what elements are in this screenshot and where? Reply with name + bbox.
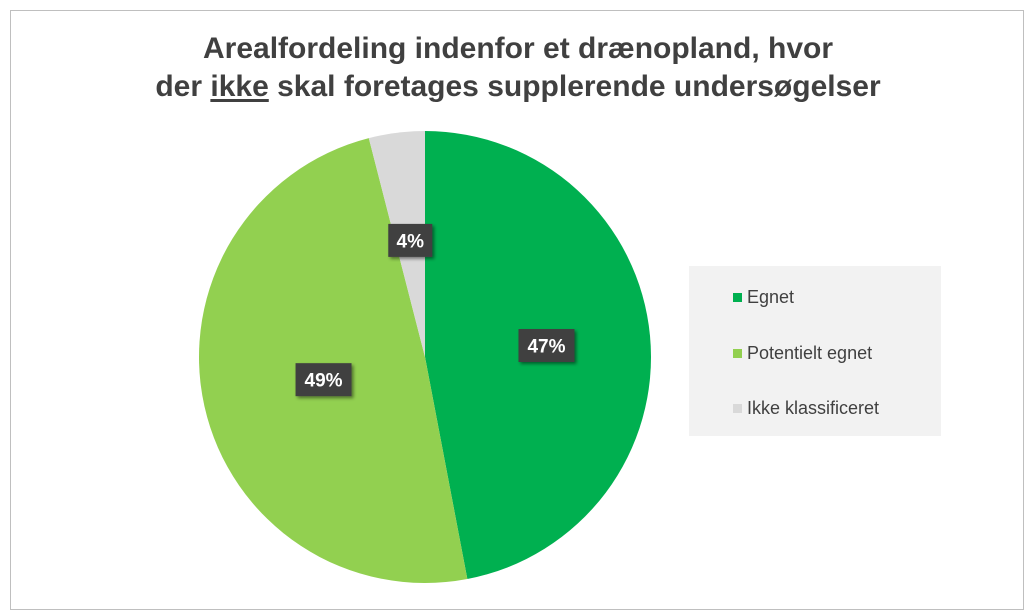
legend-label-potentielt-egnet: Potentielt egnet <box>747 343 873 363</box>
legend-swatch-egnet <box>733 292 742 302</box>
legend-swatch-ikke-klassificeret <box>733 403 742 413</box>
legend-item-ikke-klassificeret: Ikke klassificeret <box>733 397 879 419</box>
pie-data-labels: 47% 49% 4% <box>295 223 575 397</box>
title-part-post: skal foretages supplerende undersøgelser <box>268 70 881 103</box>
data-label-potentielt-egnet: 49% <box>295 363 352 397</box>
data-label-text: 4% <box>397 231 425 252</box>
legend: Egnet Potentielt egnet Ikke klassificere… <box>689 266 941 436</box>
legend-item-potentielt-egnet: Potentielt egnet <box>733 342 872 364</box>
data-label-box <box>295 363 352 397</box>
data-label-egnet: 47% <box>518 329 575 363</box>
data-label-text: 49% <box>305 371 343 392</box>
pie-chart: 47% 49% 4% <box>198 131 652 584</box>
title-part-pre: der <box>155 70 211 103</box>
legend-item-egnet: Egnet <box>733 286 794 308</box>
data-label-box <box>518 329 575 363</box>
chart-title-line-2: der ikke skal foretages supplerende unde… <box>0 68 1036 106</box>
legend-label-egnet: Egnet <box>747 287 795 307</box>
chart-title: Arealfordeling indenfor et drænopland, h… <box>0 30 1036 106</box>
legend-label-ikke-klassificeret: Ikke klassificeret <box>747 398 880 418</box>
title-underlined-word: ikke <box>210 70 269 103</box>
chart-title-line-1: Arealfordeling indenfor et drænopland, h… <box>202 32 834 65</box>
pie-slices <box>198 131 652 584</box>
data-label-ikke-klassificeret: 4% <box>388 223 433 257</box>
data-label-box <box>388 223 433 257</box>
pie-slice-potentielt-egnet <box>198 138 468 584</box>
legend-swatch-potentielt-egnet <box>733 348 742 358</box>
data-label-text: 47% <box>527 337 565 358</box>
